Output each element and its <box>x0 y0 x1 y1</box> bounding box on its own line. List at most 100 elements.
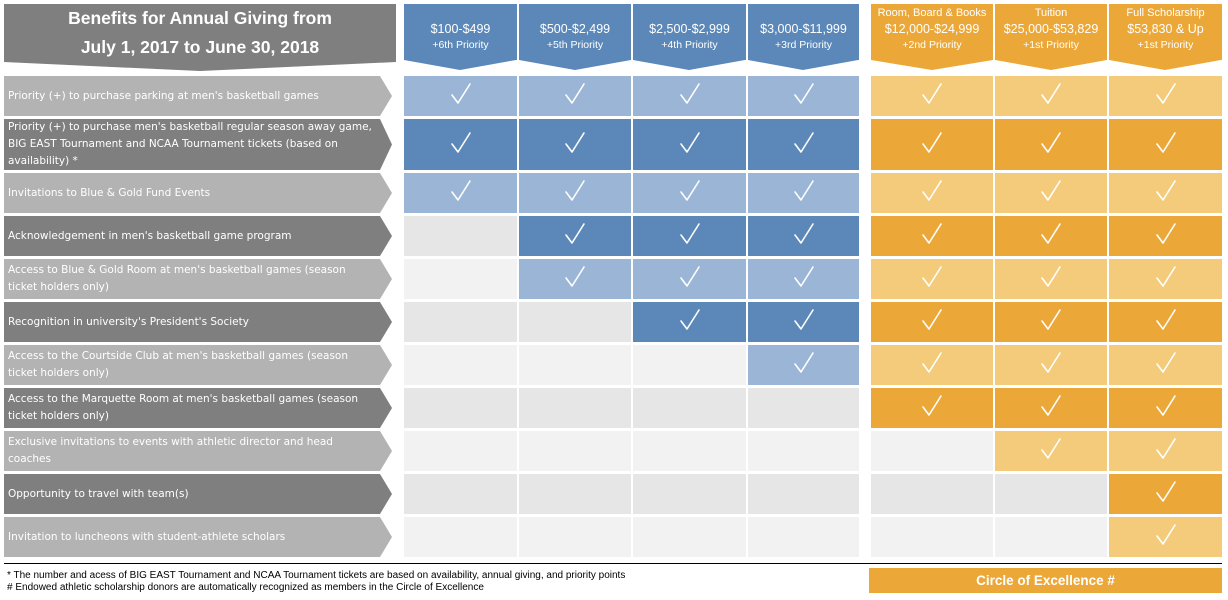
benefit-cell-included <box>1109 345 1222 385</box>
footnote-asterisk: * The number and acess of BIG EAST Tourn… <box>7 570 626 581</box>
checkmark-icon <box>793 308 815 336</box>
checkmark-icon <box>1040 351 1062 379</box>
level-header-arrow <box>1109 60 1221 70</box>
benefit-label-text: Invitations to Blue & Gold Fund Events <box>8 186 211 199</box>
checkmark-icon <box>1040 222 1062 250</box>
checkmark-icon <box>450 82 472 110</box>
benefit-cell-empty <box>995 474 1107 514</box>
benefit-cell-empty <box>748 431 859 471</box>
benefit-cell-empty <box>519 517 631 557</box>
benefit-cell-included <box>519 173 631 213</box>
benefit-label-text: Exclusive invitations to events with ath… <box>8 436 333 465</box>
checkmark-icon <box>793 222 815 250</box>
benefit-cell-empty <box>633 345 746 385</box>
level-priority: +3rd Priority <box>775 39 832 51</box>
level-priority: +1st Priority <box>1023 39 1079 51</box>
benefit-cell-included <box>404 76 517 116</box>
benefit-cell-empty <box>748 388 859 428</box>
checkmark-icon <box>564 179 586 207</box>
benefit-cell-empty <box>404 388 517 428</box>
benefit-label: Access to Blue & Gold Room at men's bask… <box>4 259 392 299</box>
benefit-cell-included <box>871 302 993 342</box>
benefit-label-text: Recognition in university's President's … <box>8 315 249 328</box>
level-amount: $12,000-$24,999 <box>884 22 980 36</box>
checkmark-icon <box>1040 308 1062 336</box>
benefit-cell-included <box>748 259 859 299</box>
checkmark-icon <box>1155 480 1177 508</box>
level-priority: +5th Priority <box>546 39 604 51</box>
level-header-arrow <box>404 60 516 70</box>
level-amount: $100-$499 <box>430 22 491 36</box>
benefit-cell-included <box>404 173 517 213</box>
checkmark-icon <box>450 131 472 159</box>
benefit-cell-included <box>995 431 1107 471</box>
level-header-arrow <box>871 60 993 70</box>
benefit-cell-included <box>748 345 859 385</box>
benefit-label: Exclusive invitations to events with ath… <box>4 431 392 471</box>
checkmark-icon <box>921 82 943 110</box>
benefit-cell-empty <box>519 302 631 342</box>
checkmark-icon <box>1040 394 1062 422</box>
level-amount: $2,500-$2,999 <box>649 22 730 36</box>
level-header-6: Tuition $25,000-$53,829 +1st Priority <box>995 4 1107 60</box>
checkmark-icon <box>1155 523 1177 551</box>
benefit-label: Priority (+) to purchase parking at men'… <box>4 76 392 116</box>
checkmark-icon <box>1155 437 1177 465</box>
benefit-cell-empty <box>404 345 517 385</box>
benefit-cell-included <box>404 119 517 170</box>
benefit-cell-empty <box>633 388 746 428</box>
benefit-label-text: Priority (+) to purchase parking at men'… <box>8 89 319 102</box>
level-header-4: $3,000-$11,999 +3rd Priority <box>748 4 859 60</box>
benefit-cell-included <box>871 345 993 385</box>
checkmark-icon <box>1040 82 1062 110</box>
benefit-cell-included <box>748 216 859 256</box>
benefit-cell-included <box>1109 302 1222 342</box>
checkmark-icon <box>564 131 586 159</box>
checkmark-icon <box>1155 82 1177 110</box>
level-name: Room, Board & Books <box>877 7 987 19</box>
level-header-5: Room, Board & Books $12,000-$24,999 +2nd P… <box>871 4 993 60</box>
benefit-cell-empty <box>519 431 631 471</box>
benefit-cell-included <box>1109 76 1222 116</box>
benefit-cell-included <box>519 216 631 256</box>
benefit-label-text: Access to the Marquette Room at men's ba… <box>8 393 359 422</box>
checkmark-icon <box>921 351 943 379</box>
level-priority: +4th Priority <box>661 39 718 51</box>
benefit-cell-included <box>633 259 746 299</box>
level-header-1: $100-$499 +6th Priority <box>404 4 517 60</box>
benefit-cell-empty <box>404 259 517 299</box>
benefit-cell-empty <box>995 517 1107 557</box>
checkmark-icon <box>921 222 943 250</box>
benefit-cell-included <box>748 173 859 213</box>
benefit-cell-empty <box>748 517 859 557</box>
benefit-cell-included <box>1109 119 1222 170</box>
checkmark-icon <box>564 222 586 250</box>
benefit-cell-included <box>871 173 993 213</box>
checkmark-icon <box>921 265 943 293</box>
checkmark-icon <box>1040 265 1062 293</box>
benefit-cell-included <box>748 76 859 116</box>
checkmark-icon <box>1155 179 1177 207</box>
level-header-arrow <box>748 60 858 70</box>
checkmark-icon <box>679 179 701 207</box>
level-header-arrow <box>995 60 1107 70</box>
benefit-cell-empty <box>871 431 993 471</box>
level-header-7: Full Scholarship $53,830 & Up +1st Priorit… <box>1109 4 1222 60</box>
title-line-2: July 1, 2017 to June 30, 2018 <box>80 37 320 57</box>
checkmark-icon <box>793 179 815 207</box>
checkmark-icon <box>679 222 701 250</box>
level-amount: $3,000-$11,999 <box>760 22 847 36</box>
level-name: Tuition <box>1034 7 1068 19</box>
benefit-cell-empty <box>404 474 517 514</box>
checkmark-icon <box>921 179 943 207</box>
benefit-label: Invitations to Blue & Gold Fund Events <box>4 173 392 213</box>
benefit-cell-included <box>871 216 993 256</box>
checkmark-icon <box>679 308 701 336</box>
checkmark-icon <box>1155 394 1177 422</box>
page-title: Benefits for Annual Giving from July 1, … <box>4 4 396 62</box>
checkmark-icon <box>793 265 815 293</box>
level-amount: $53,830 & Up <box>1127 22 1204 36</box>
benefit-cell-included <box>1109 474 1222 514</box>
benefit-label-text: Access to Blue & Gold Room at men's bask… <box>8 264 346 293</box>
benefit-label-text: Acknowledgement in men's basketball game… <box>8 229 292 242</box>
